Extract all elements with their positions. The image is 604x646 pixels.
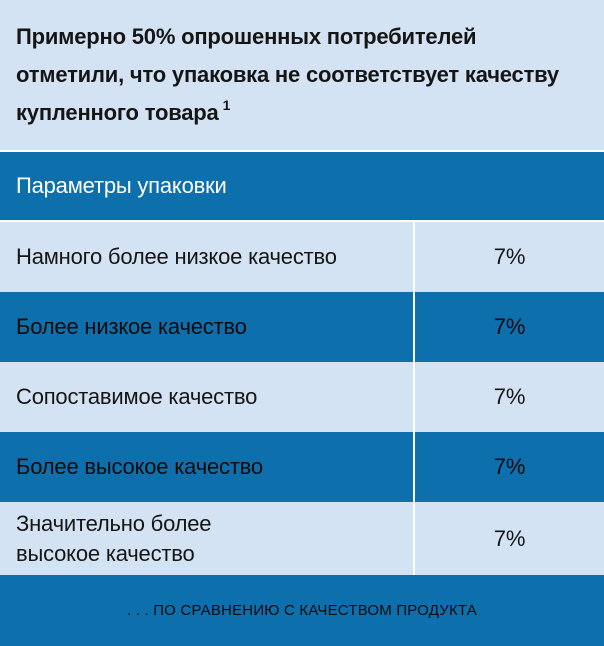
footer-text: . . . по сравнению с качеством продукта	[126, 602, 477, 619]
row-value: 7%	[493, 244, 526, 269]
title-text: Примерно 50% опрошенных потребителей отм…	[16, 24, 559, 125]
row-label: Более низкое качество	[16, 314, 247, 339]
row-label: Более высокое качество	[16, 454, 263, 479]
table-row: Сопоставимое качество 7%	[0, 362, 604, 432]
row-value: 7%	[493, 314, 526, 339]
row-label-cell: Более низкое качество	[0, 292, 413, 362]
row-label-cell: Значительно более высокое качество	[0, 502, 413, 575]
table-header: Параметры упаковки	[0, 152, 604, 220]
row-label: Намного более низкое качество	[16, 244, 337, 269]
footer-note: . . . по сравнению с качеством продукта	[0, 575, 604, 646]
row-value: 7%	[493, 384, 526, 409]
row-value: 7%	[493, 525, 526, 551]
column-divider	[413, 432, 415, 502]
row-label: Значительно более высокое качество	[16, 510, 212, 566]
row-label-cell: Намного более низкое качество	[0, 222, 413, 292]
column-divider	[413, 502, 415, 575]
footnote-mark: 1	[222, 97, 231, 113]
row-label: Сопоставимое качество	[16, 384, 258, 409]
column-divider	[413, 222, 415, 292]
card-title: Примерно 50% опрошенных потребителей отм…	[16, 18, 588, 132]
title-block: Примерно 50% опрошенных потребителей отм…	[0, 0, 604, 150]
row-label-cell: Сопоставимое качество	[0, 362, 413, 432]
table-row: Более низкое качество 7%	[0, 292, 604, 362]
column-divider	[413, 292, 415, 362]
row-value: 7%	[493, 454, 526, 479]
table-row: Значительно более высокое качество 7%	[0, 502, 604, 575]
table-header-label: Параметры упаковки	[16, 173, 227, 198]
column-divider	[413, 362, 415, 432]
row-label-cell: Более высокое качество	[0, 432, 413, 502]
table-row: Намного более низкое качество 7%	[0, 222, 604, 292]
table-row: Более высокое качество 7%	[0, 432, 604, 502]
